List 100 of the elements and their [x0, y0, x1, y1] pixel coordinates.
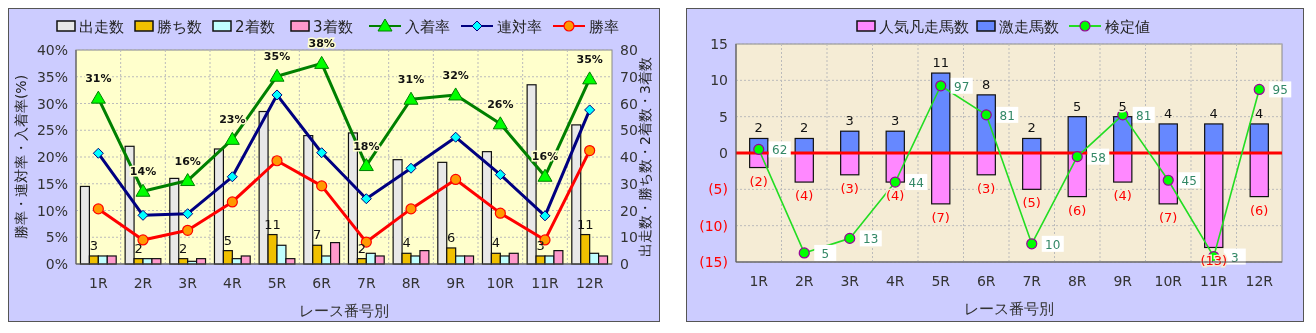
bar: [1022, 137, 1042, 154]
bar: [1158, 123, 1178, 154]
point: [1026, 238, 1038, 250]
x-tick-label: 6R: [976, 273, 996, 289]
data-label: 11: [932, 55, 950, 71]
bar: [840, 130, 860, 154]
data-label: (4): [886, 188, 905, 204]
legend-label: 入着率: [405, 18, 450, 36]
data-label: 26%: [487, 97, 514, 111]
point: [92, 203, 104, 215]
data-label: 13: [863, 232, 879, 247]
data-label: 2: [754, 120, 763, 136]
point: [1162, 174, 1174, 186]
data-label: 3: [89, 237, 99, 253]
y-tick-label: 5: [719, 108, 728, 125]
point: [1071, 151, 1083, 163]
y2-tick-label: 80: [620, 42, 638, 58]
data-label: 45: [1181, 174, 1197, 189]
x-tick-label: 5R: [931, 273, 951, 289]
data-label: 5: [1073, 98, 1082, 114]
x-tick-label: 10R: [1154, 273, 1183, 289]
bar: [840, 152, 860, 176]
data-label: 6: [447, 229, 456, 245]
data-label: 2: [179, 240, 188, 256]
point: [226, 196, 238, 208]
bar: [1249, 123, 1269, 154]
data-label: 23%: [219, 113, 246, 127]
legend-label: 2着数: [235, 18, 275, 36]
y2-tick-label: 0: [620, 256, 629, 272]
legend-label: 検定値: [1105, 18, 1150, 36]
point: [405, 203, 417, 215]
point: [314, 55, 330, 69]
y-tick-label: 0%: [45, 256, 68, 272]
x-tick-label: 7R: [1022, 273, 1042, 289]
data-label: 81: [999, 108, 1015, 123]
point: [271, 89, 283, 101]
legend-label: 勝ち数: [157, 18, 202, 36]
point: [137, 234, 149, 246]
point: [92, 147, 104, 159]
x-tick-label: 8R: [401, 275, 421, 291]
legend-label: 勝率: [589, 18, 619, 36]
data-label: 62: [772, 143, 788, 158]
data-label: 3: [1230, 250, 1239, 265]
data-label: 32%: [442, 68, 469, 82]
x-tick-label: 9R: [1113, 273, 1133, 289]
bar: [1022, 152, 1042, 190]
legend-label: 3着数: [313, 18, 353, 36]
y-tick-label: 40%: [36, 42, 68, 58]
point: [980, 109, 992, 121]
y-tick-label: 15: [710, 36, 728, 52]
point: [448, 87, 464, 101]
y2-tick-label: 40: [620, 149, 638, 165]
x-tick-label: 2R: [794, 273, 814, 289]
point: [135, 183, 151, 197]
point: [798, 247, 810, 259]
point: [584, 104, 596, 116]
x-axis-title: レース番号別: [299, 302, 389, 320]
data-label: 2: [357, 240, 367, 256]
bar: [1204, 123, 1224, 154]
x-tick-label: 11R: [531, 275, 560, 291]
legend-label: 連対率: [497, 18, 542, 36]
point: [450, 173, 462, 186]
bar: [794, 152, 814, 183]
data-label: (6): [1068, 202, 1087, 218]
data-label: 95: [1272, 83, 1288, 98]
data-label: 2: [800, 120, 809, 136]
point: [269, 68, 285, 82]
data-label: (13): [1200, 253, 1228, 269]
data-label: 35%: [263, 50, 291, 64]
x-tick-label: 6R: [312, 275, 332, 291]
data-label: 4: [1209, 105, 1218, 121]
point: [582, 71, 598, 85]
y2-tick-label: 30: [620, 175, 638, 192]
y2-tick-label: 70: [620, 68, 638, 85]
x-tick-label: 1R: [89, 275, 108, 291]
point: [935, 80, 947, 92]
data-label: (7): [931, 209, 950, 225]
y-tick-label: 10: [710, 72, 728, 89]
point: [584, 144, 596, 157]
data-label: 4: [1255, 105, 1264, 121]
y2-tick-label: 50: [620, 122, 638, 139]
point: [360, 193, 372, 205]
point: [1253, 83, 1265, 96]
point: [405, 162, 417, 174]
data-label: 97: [954, 79, 970, 94]
data-label: (2): [749, 173, 768, 189]
data-label: 7: [313, 227, 322, 243]
y2-tick-label: 20: [620, 202, 638, 219]
x-tick-label: 3R: [840, 273, 860, 289]
point: [494, 169, 506, 181]
y2-tick-label: 60: [620, 95, 638, 112]
y-tick-label: (5): [708, 181, 728, 198]
bar: [1204, 152, 1224, 249]
x-tick-label: 8R: [1067, 273, 1087, 289]
data-label: 4: [491, 235, 501, 251]
data-label: 2: [134, 240, 143, 256]
y-tick-label: 30%: [36, 95, 68, 112]
y-tick-label: (10): [699, 217, 728, 234]
point: [492, 116, 508, 130]
data-label: 3: [536, 237, 545, 253]
